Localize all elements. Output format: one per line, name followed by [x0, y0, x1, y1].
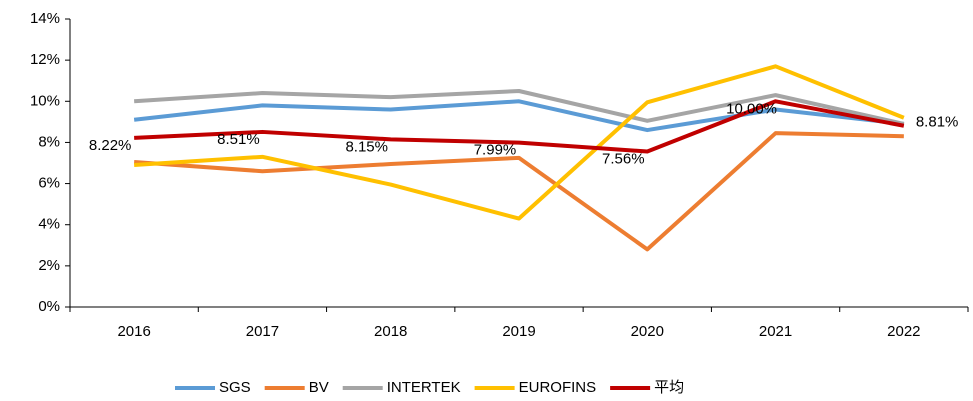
- data-label: 8.81%: [916, 114, 959, 131]
- data-label: 8.51%: [217, 131, 260, 148]
- legend-label: SGS: [219, 379, 251, 396]
- legend-label: INTERTEK: [387, 379, 461, 396]
- y-tick-label: 6%: [38, 175, 60, 192]
- x-tick-label: 2018: [374, 323, 407, 340]
- data-label: 7.56%: [602, 150, 645, 167]
- data-label: 10.00%: [726, 100, 777, 117]
- y-tick-label: 2%: [38, 257, 60, 274]
- series-line: [134, 99, 905, 154]
- x-tick-label: 2017: [246, 323, 279, 340]
- legend-label: EUROFINS: [519, 379, 597, 396]
- series-line: [134, 64, 905, 221]
- y-tick-label: 8%: [38, 133, 60, 150]
- x-tick-label: 2022: [887, 323, 920, 340]
- y-tick-label: 12%: [30, 51, 60, 68]
- y-tick-label: 10%: [30, 92, 60, 109]
- y-tick-label: 0%: [38, 298, 60, 315]
- data-label: 8.22%: [89, 137, 132, 154]
- legend-label: 平均: [654, 379, 684, 396]
- x-tick-label: 2019: [502, 323, 535, 340]
- series-line: [134, 89, 905, 126]
- legend-label: BV: [309, 379, 329, 396]
- data-label: 7.99%: [474, 142, 517, 159]
- y-tick-label: 14%: [30, 10, 60, 27]
- x-tick-label: 2016: [117, 323, 150, 340]
- x-tick-label: 2020: [631, 323, 664, 340]
- data-label: 8.15%: [345, 138, 388, 155]
- series-line: [133, 131, 904, 252]
- y-tick-label: 4%: [38, 216, 60, 233]
- x-tick-label: 2021: [759, 323, 792, 340]
- series-line: [133, 99, 905, 133]
